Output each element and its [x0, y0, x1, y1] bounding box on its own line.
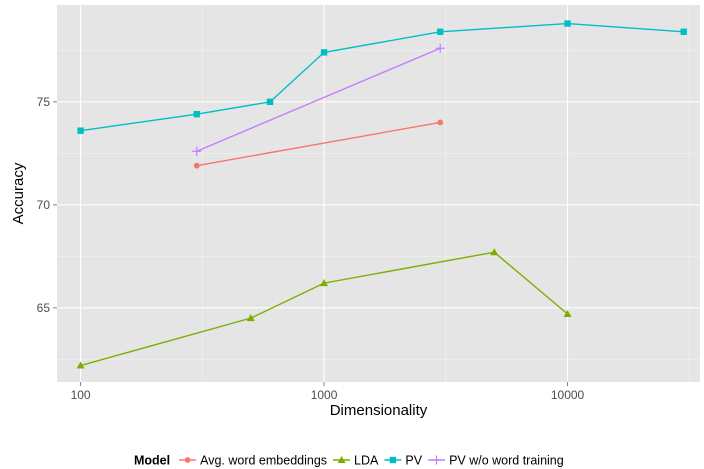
data-point [490, 248, 499, 256]
legend-label: PV w/o word training [449, 454, 564, 468]
data-point [192, 146, 202, 156]
series-line [196, 47, 441, 152]
x-axis-title: Dimensionality [330, 402, 428, 419]
series-layer [76, 20, 687, 369]
data-point [266, 98, 274, 106]
legend-key-marker [184, 457, 191, 463]
data-point [680, 28, 687, 35]
y-tick-label: 70 [37, 198, 51, 212]
data-point [246, 314, 255, 322]
series-pv-w-o-word-training [192, 43, 445, 156]
x-tick-label: 10000 [551, 388, 585, 402]
legend-item: LDA [333, 454, 379, 468]
data-point [193, 110, 200, 118]
series-line [196, 121, 441, 167]
series-pv [77, 20, 687, 134]
data-point [563, 310, 572, 318]
major-gridlines [57, 5, 700, 382]
legend-key-marker [337, 456, 346, 463]
data-point [320, 279, 329, 287]
legend-label: LDA [354, 454, 379, 468]
data-point [193, 162, 200, 169]
data-point [76, 361, 85, 369]
data-point [564, 20, 571, 27]
series-avg-word-embeddings [193, 119, 444, 169]
data-point [437, 28, 444, 35]
legend: Model Avg. word embeddings LDA PV PV w/o wor… [134, 454, 564, 468]
x-axis: 100 1000 10000 [71, 382, 585, 402]
data-point [77, 127, 84, 134]
legend-key-marker [432, 455, 442, 465]
legend-key-marker [389, 456, 397, 464]
legend-item: PV [384, 454, 423, 468]
series-lda [76, 248, 572, 369]
legend-item: Avg. word embeddings [179, 454, 327, 468]
data-point [437, 119, 444, 126]
minor-gridlines [57, 5, 700, 382]
data-point [320, 49, 328, 56]
legend-title: Model [134, 454, 170, 468]
legend-label: Avg. word embeddings [200, 454, 327, 468]
plot-panel [57, 5, 700, 382]
x-tick-label: 100 [71, 388, 91, 402]
y-tick-label: 65 [37, 301, 51, 315]
legend-label: PV [405, 454, 422, 468]
y-axis-title: Accuracy [10, 162, 27, 224]
data-point [435, 43, 445, 53]
x-tick-label: 1000 [311, 388, 338, 402]
y-axis: 65 70 75 [37, 95, 57, 315]
y-tick-label: 75 [37, 95, 51, 109]
legend-item: PV w/o word training [428, 454, 564, 468]
